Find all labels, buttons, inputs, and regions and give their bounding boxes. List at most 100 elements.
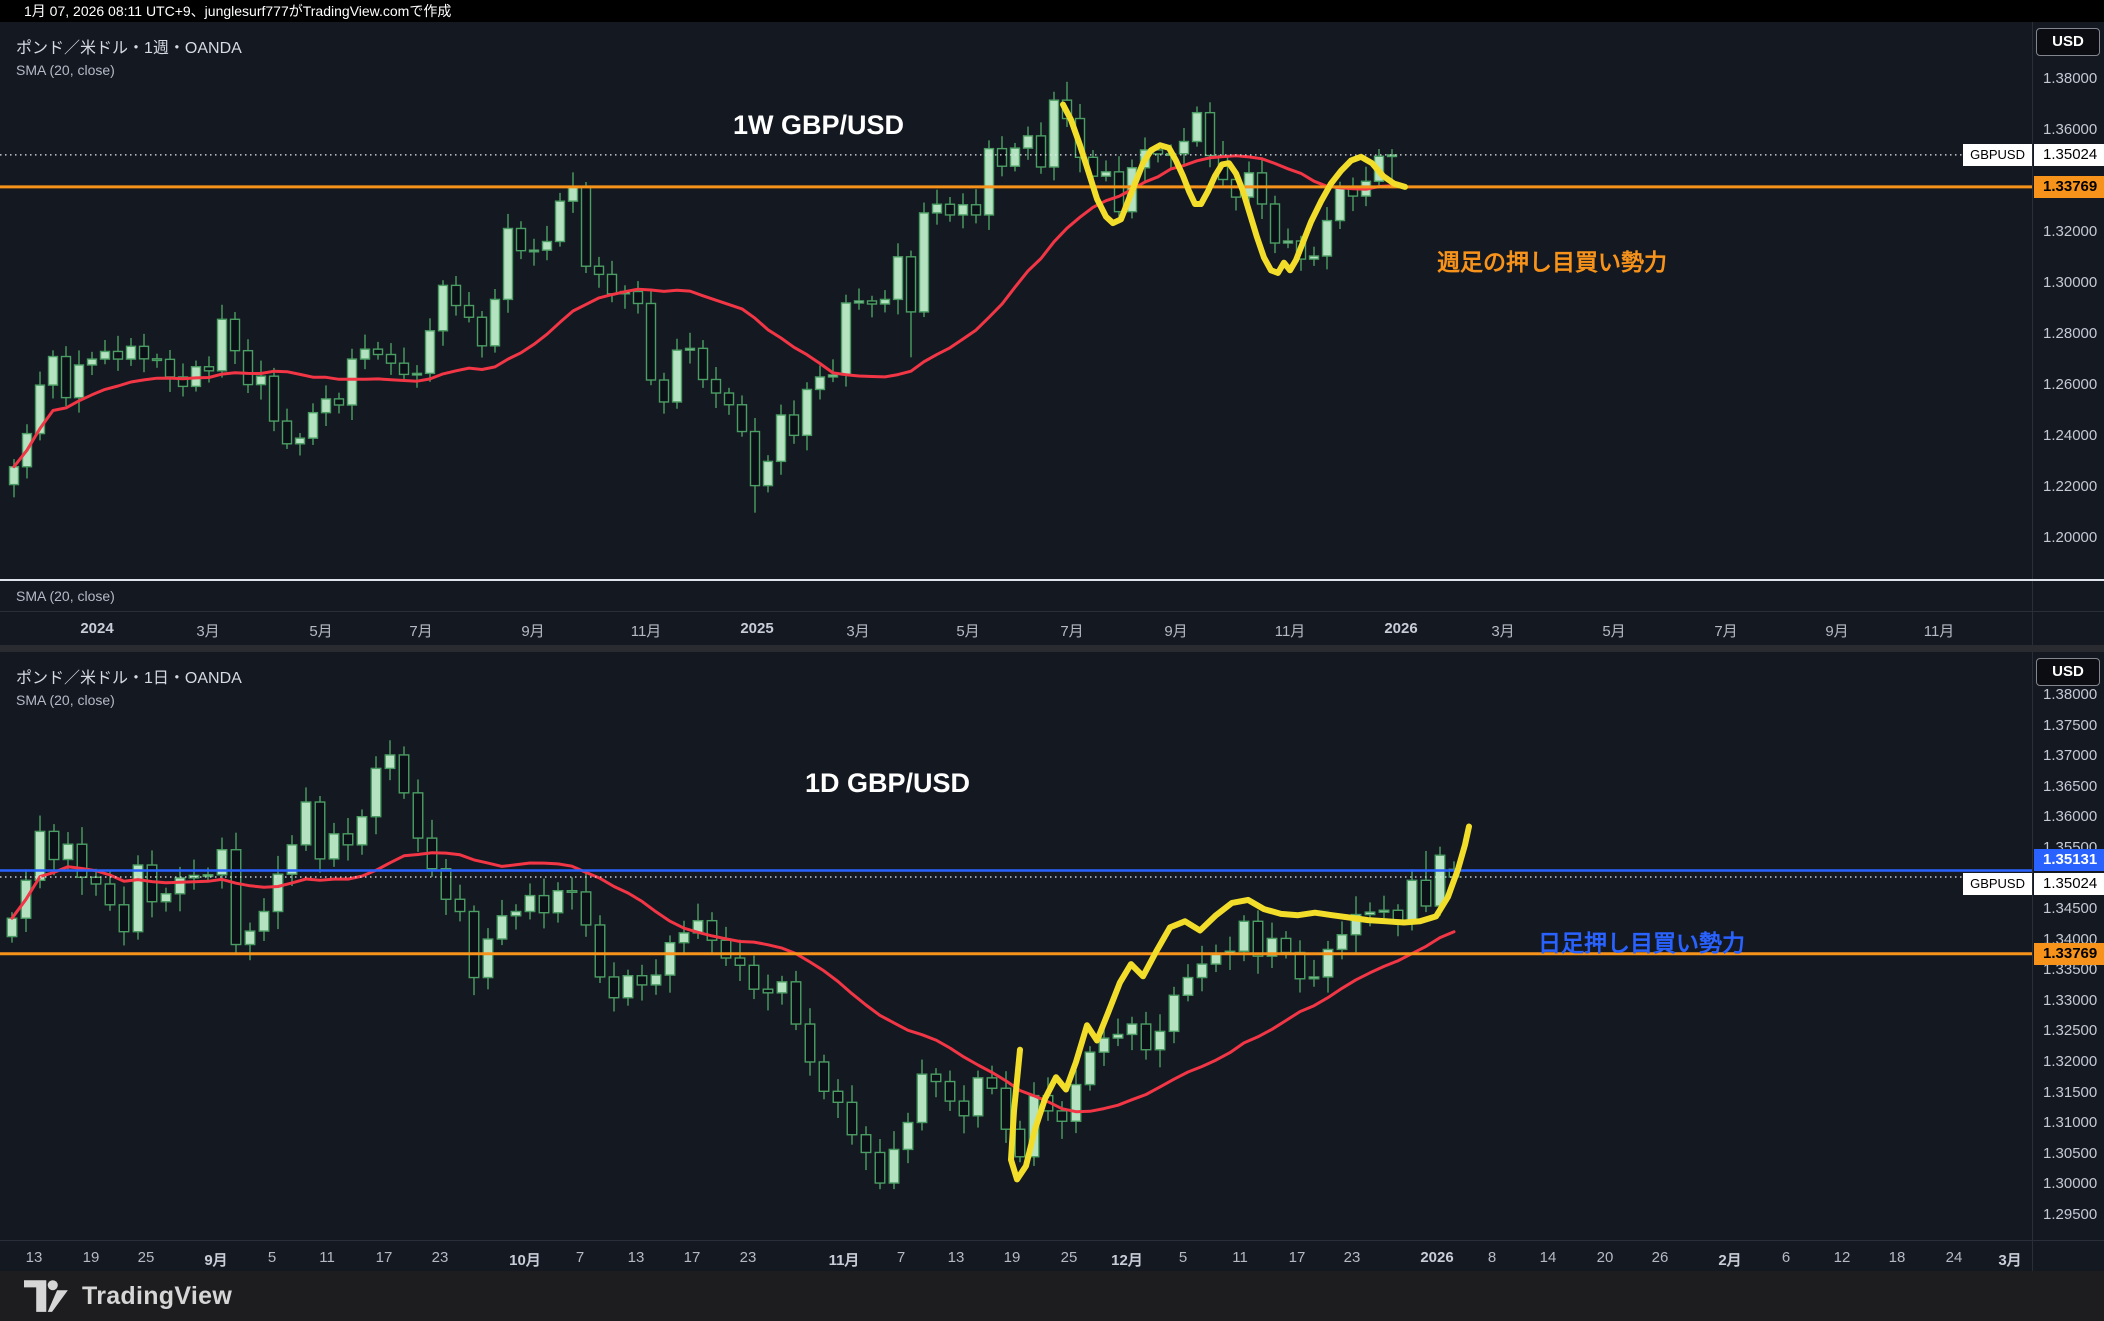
time-tick-label: 5: [267, 1249, 277, 1266]
price-tick-label: 1.28000: [2043, 325, 2098, 343]
price-tick-label: 1.38000: [2043, 69, 2098, 87]
daily-time-axis[interactable]: 13 19 25 9月 5 11 17 23 10月 7 13 17 23 11月 7 13 19 25 12月 5 1…: [0, 1240, 2104, 1271]
time-tick-label: 7月: [1714, 623, 1738, 640]
weekly-legend: ポンド／米ドル・1週・OANDA SMA (20, close): [16, 34, 242, 78]
time-tick-label: 20: [1596, 1249, 1614, 1266]
price-tick-label: 1.37500: [2043, 716, 2098, 734]
attribution-bar: 1月 07, 2026 08:11 UTC+9、junglesurf777がTr…: [0, 0, 2104, 22]
price-tick-label: 1.20000: [2043, 529, 2098, 547]
price-tick-label: 1.33000: [2043, 991, 2098, 1009]
time-tick-label: 2026: [1384, 620, 1418, 637]
time-tick-label: 11月: [1923, 623, 1955, 640]
daily-price-axis[interactable]: USD 1.38000 1.37500 1.37000 1.36500 1.36000 1…: [2032, 652, 2104, 1271]
daily-price-pane-canvas[interactable]: [0, 652, 2032, 1240]
last-price-label: 1.35024: [2034, 873, 2104, 895]
hline-price-label: 1.33769: [2034, 943, 2104, 965]
time-tick-label: 13: [627, 1249, 645, 1266]
time-tick-label: 5: [1178, 1249, 1188, 1266]
time-tick-label: 11: [1232, 1249, 1248, 1266]
daily-legend: ポンド／米ドル・1日・OANDA SMA (20, close): [16, 664, 242, 708]
hline-price-label: 1.33769: [2034, 176, 2104, 198]
time-tick-label: 17: [683, 1249, 701, 1266]
time-tick-label: 25: [1060, 1249, 1078, 1266]
time-tick-label: 13: [25, 1249, 43, 1266]
weekly-price-axis[interactable]: USD 1.38000 1.36000 1.32000 1.30000 1.28000 1…: [2032, 22, 2104, 645]
time-tick-label: 25: [137, 1249, 155, 1266]
time-tick-label: 23: [1343, 1249, 1361, 1266]
time-tick-label: 9月: [1825, 623, 1849, 640]
time-tick-label: 17: [375, 1249, 393, 1266]
time-tick-label: 2月: [1718, 1252, 1742, 1269]
time-tick-label: 7: [896, 1249, 906, 1266]
time-tick-label: 26: [1651, 1249, 1669, 1266]
time-tick-label: 5月: [956, 623, 980, 640]
price-tick-label: 1.31500: [2043, 1083, 2098, 1101]
time-tick-label: 17: [1288, 1249, 1306, 1266]
time-tick-label: 24: [1945, 1249, 1963, 1266]
time-tick-label: 2024: [80, 620, 114, 637]
time-tick-label: 12月: [1111, 1252, 1143, 1269]
section-divider: [0, 645, 2104, 652]
price-tick-label: 1.37000: [2043, 747, 2098, 765]
price-tick-label: 1.30500: [2043, 1144, 2098, 1162]
collapsed-indicator-legend[interactable]: SMA (20, close): [16, 588, 115, 604]
price-tick-label: 1.32500: [2043, 1022, 2098, 1040]
time-tick-label: 18: [1888, 1249, 1906, 1266]
symbol-price-tag: GBPUSD: [1963, 873, 2032, 895]
daily-chart-title[interactable]: 1D GBP/USD: [805, 768, 971, 798]
weekly-time-axis[interactable]: 2024 3月 5月 7月 9月 11月 2025 3月 5月 7月 9月 11月 2026 3月 5月 7月…: [0, 612, 2104, 645]
time-tick-label: 19: [82, 1249, 100, 1266]
symbol-legend[interactable]: ポンド／米ドル・1日・OANDA: [16, 670, 242, 687]
price-tick-label: 1.32000: [2043, 1052, 2098, 1070]
time-tick-label: 5月: [1602, 623, 1626, 640]
weekly-price-pane-canvas[interactable]: [0, 22, 2032, 579]
price-tick-label: 1.31000: [2043, 1114, 2098, 1132]
daily-chart-section: ポンド／米ドル・1日・OANDA SMA (20, close) 1D GBP/…: [0, 652, 2104, 1271]
price-tick-label: 1.36000: [2043, 121, 2098, 138]
time-tick-label: 8: [1487, 1249, 1497, 1266]
price-tick-label: 1.32000: [2043, 223, 2098, 241]
time-tick-label: 12: [1833, 1249, 1851, 1266]
time-tick-label: 7月: [409, 623, 433, 640]
collapsed-indicator-pane[interactable]: SMA (20, close): [0, 581, 2104, 612]
weekly-chart-title[interactable]: 1W GBP/USD: [733, 110, 905, 140]
price-tick-label: 1.33500: [2043, 961, 2098, 979]
time-tick-label: 9月: [204, 1252, 228, 1269]
weekly-pane: ポンド／米ドル・1週・OANDA SMA (20, close) 1W GBP/…: [0, 22, 2032, 579]
price-tick-label: 1.38000: [2043, 685, 2098, 703]
price-tick-label: 1.26000: [2043, 376, 2098, 394]
time-tick-label: 9月: [1164, 623, 1188, 640]
daily-annotation-text[interactable]: 日足押し目買い勢力: [1538, 930, 1745, 956]
indicator-legend[interactable]: SMA (20, close): [16, 692, 115, 708]
price-tick-label: 1.36000: [2043, 808, 2098, 826]
currency-button[interactable]: USD: [2036, 28, 2100, 56]
currency-button[interactable]: USD: [2036, 658, 2100, 686]
price-tick-label: 1.34500: [2043, 900, 2098, 918]
tradingview-logo-icon: [24, 1280, 68, 1312]
time-tick-label: 7月: [1060, 623, 1084, 640]
indicator-legend[interactable]: SMA (20, close): [16, 62, 115, 78]
time-tick-label: 2025: [740, 620, 774, 637]
time-tick-label: 5月: [309, 623, 333, 640]
symbol-legend[interactable]: ポンド／米ドル・1週・OANDA: [16, 40, 242, 57]
tradingview-wordmark: TradingView: [82, 1281, 233, 1310]
time-tick-label: 23: [431, 1249, 449, 1266]
time-tick-label: 19: [1003, 1249, 1021, 1266]
price-tick-label: 1.30000: [2043, 1175, 2098, 1193]
time-tick-label: 13: [947, 1249, 965, 1266]
weekly-chart-section: ポンド／米ドル・1週・OANDA SMA (20, close) 1W GBP/…: [0, 22, 2104, 645]
time-tick-label: 9月: [521, 623, 545, 640]
time-tick-label: 11月: [630, 623, 662, 640]
weekly-annotation-text[interactable]: 週足の押し目買い勢力: [1437, 249, 1667, 275]
time-tick-label: 3月: [1998, 1252, 2022, 1269]
pane-separator[interactable]: [0, 579, 2104, 581]
time-tick-label: 7: [575, 1249, 585, 1266]
time-tick-label: 11月: [828, 1252, 860, 1269]
time-tick-label: 3月: [846, 623, 870, 640]
time-tick-label: 3月: [1491, 623, 1515, 640]
footer-bar: TradingView: [0, 1271, 2104, 1321]
time-tick-label: 11月: [1274, 623, 1306, 640]
time-tick-label: 3月: [196, 623, 220, 640]
tradingview-logo[interactable]: TradingView: [24, 1280, 232, 1312]
price-tick-label: 1.29500: [2043, 1205, 2098, 1223]
